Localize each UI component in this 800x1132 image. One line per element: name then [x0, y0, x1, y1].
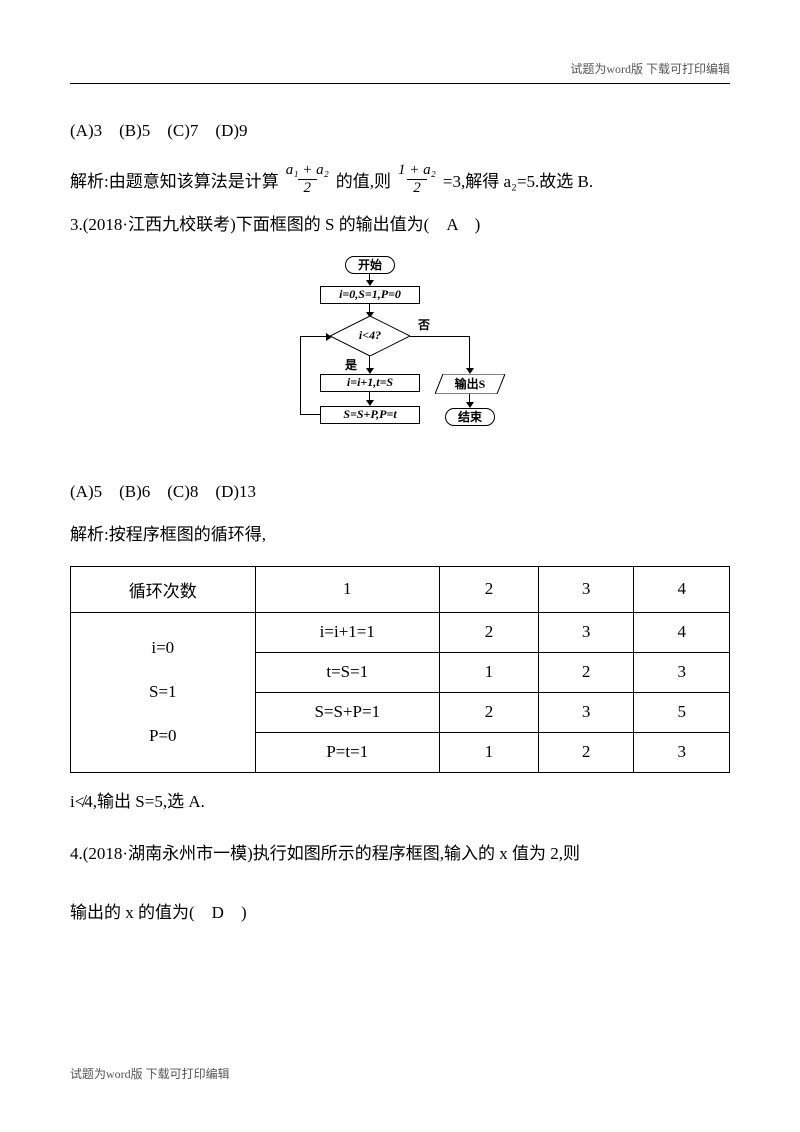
fc-line — [410, 336, 470, 337]
loop-table: 循环次数 1 2 3 4 i=0 S=1 P=0 i=i+1=1 2 3 4 t… — [70, 566, 730, 773]
fraction-2: 1 + a₂ 2 — [395, 162, 439, 196]
q3-sol-intro: 解析:按程序框图的循环得, — [70, 522, 730, 548]
cell: S=S+P=1 — [255, 692, 440, 732]
cell: 5 — [634, 692, 730, 732]
cell: P=t=1 — [255, 732, 440, 772]
lc-0: i=0 — [75, 626, 251, 670]
frac2-den: 2 — [407, 179, 427, 197]
cell: 1 — [440, 652, 539, 692]
q2-choices: (A)3 (B)5 (C)7 (D)9 — [70, 118, 730, 144]
cell: 3 — [538, 612, 634, 652]
cell: 2 — [538, 732, 634, 772]
fc-no: 否 — [418, 316, 430, 333]
cell: 1 — [440, 732, 539, 772]
q2-solution: 解析:由题意知该算法是计算 a₁ + a₂ 2 的值,则 1 + a₂ 2 =3… — [70, 162, 730, 203]
q2-sol-mid: 的值,则 — [336, 162, 391, 203]
cell: 3 — [538, 692, 634, 732]
flowchart: 开始 i=0,S=1,P=0 i<4? 是 否 i=i+1,t=S S=S+P,… — [270, 256, 530, 456]
q4-line2: 输出的 x 的值为( D ) — [70, 893, 730, 934]
fc-end: 结束 — [445, 408, 495, 426]
fc-arrow — [466, 402, 474, 408]
frac1-num: a₁ + a₂ — [283, 162, 332, 179]
left-initial: i=0 S=1 P=0 — [71, 612, 256, 772]
th-3: 3 — [538, 566, 634, 612]
q4-line1: 4.(2018·湖南永州市一模)执行如图所示的程序框图,输入的 x 值为 2,则 — [70, 834, 730, 875]
fc-start: 开始 — [345, 256, 395, 274]
q2-sol-post: =3,解得 a₂=5.故选 B. — [443, 162, 593, 203]
lc-2: P=0 — [75, 714, 251, 758]
q2-sol-pre: 解析:由题意知该算法是计算 — [70, 162, 279, 203]
cell: t=S=1 — [255, 652, 440, 692]
fc-init: i=0,S=1,P=0 — [320, 286, 420, 304]
table-row: i=0 S=1 P=0 i=i+1=1 2 3 4 — [71, 612, 730, 652]
page: 试题为word版 下载可打印编辑 (A)3 (B)5 (C)7 (D)9 解析:… — [0, 0, 800, 1002]
th-4: 4 — [634, 566, 730, 612]
cell: 2 — [440, 612, 539, 652]
cell: 2 — [440, 692, 539, 732]
th-1: 1 — [255, 566, 440, 612]
q3-text: 3.(2018·江西九校联考)下面框图的 S 的输出值为( A ) — [70, 212, 730, 238]
page-header: 试题为word版 下载可打印编辑 — [70, 60, 730, 84]
fc-step1: i=i+1,t=S — [320, 374, 420, 392]
cell: 3 — [634, 732, 730, 772]
fc-output: 输出S — [435, 374, 505, 394]
th-loop: 循环次数 — [71, 566, 256, 612]
fc-yes: 是 — [345, 356, 357, 373]
fc-output-label: 输出S — [435, 374, 505, 394]
fc-cond-label: i<4? — [330, 316, 410, 356]
cell: 3 — [634, 652, 730, 692]
frac1-den: 2 — [298, 179, 318, 197]
fraction-1: a₁ + a₂ 2 — [283, 162, 332, 196]
th-2: 2 — [440, 566, 539, 612]
fc-step2: S=S+P,P=t — [320, 406, 420, 424]
fc-line — [300, 414, 320, 415]
fc-arrow — [326, 333, 332, 341]
fc-line — [469, 336, 470, 370]
q3-sol-end: i≮4,输出 S=5,选 A. — [70, 789, 730, 815]
lc-1: S=1 — [75, 670, 251, 714]
frac2-num: 1 + a₂ — [395, 162, 439, 179]
table-header-row: 循环次数 1 2 3 4 — [71, 566, 730, 612]
cell: 4 — [634, 612, 730, 652]
flowchart-container: 开始 i=0,S=1,P=0 i<4? 是 否 i=i+1,t=S S=S+P,… — [70, 256, 730, 461]
cell: 2 — [538, 652, 634, 692]
page-footer: 试题为word版 下载可打印编辑 — [70, 1065, 230, 1082]
q3-choices: (A)5 (B)6 (C)8 (D)13 — [70, 479, 730, 505]
fc-condition: i<4? — [330, 316, 410, 356]
fc-line — [300, 336, 301, 415]
cell: i=i+1=1 — [255, 612, 440, 652]
